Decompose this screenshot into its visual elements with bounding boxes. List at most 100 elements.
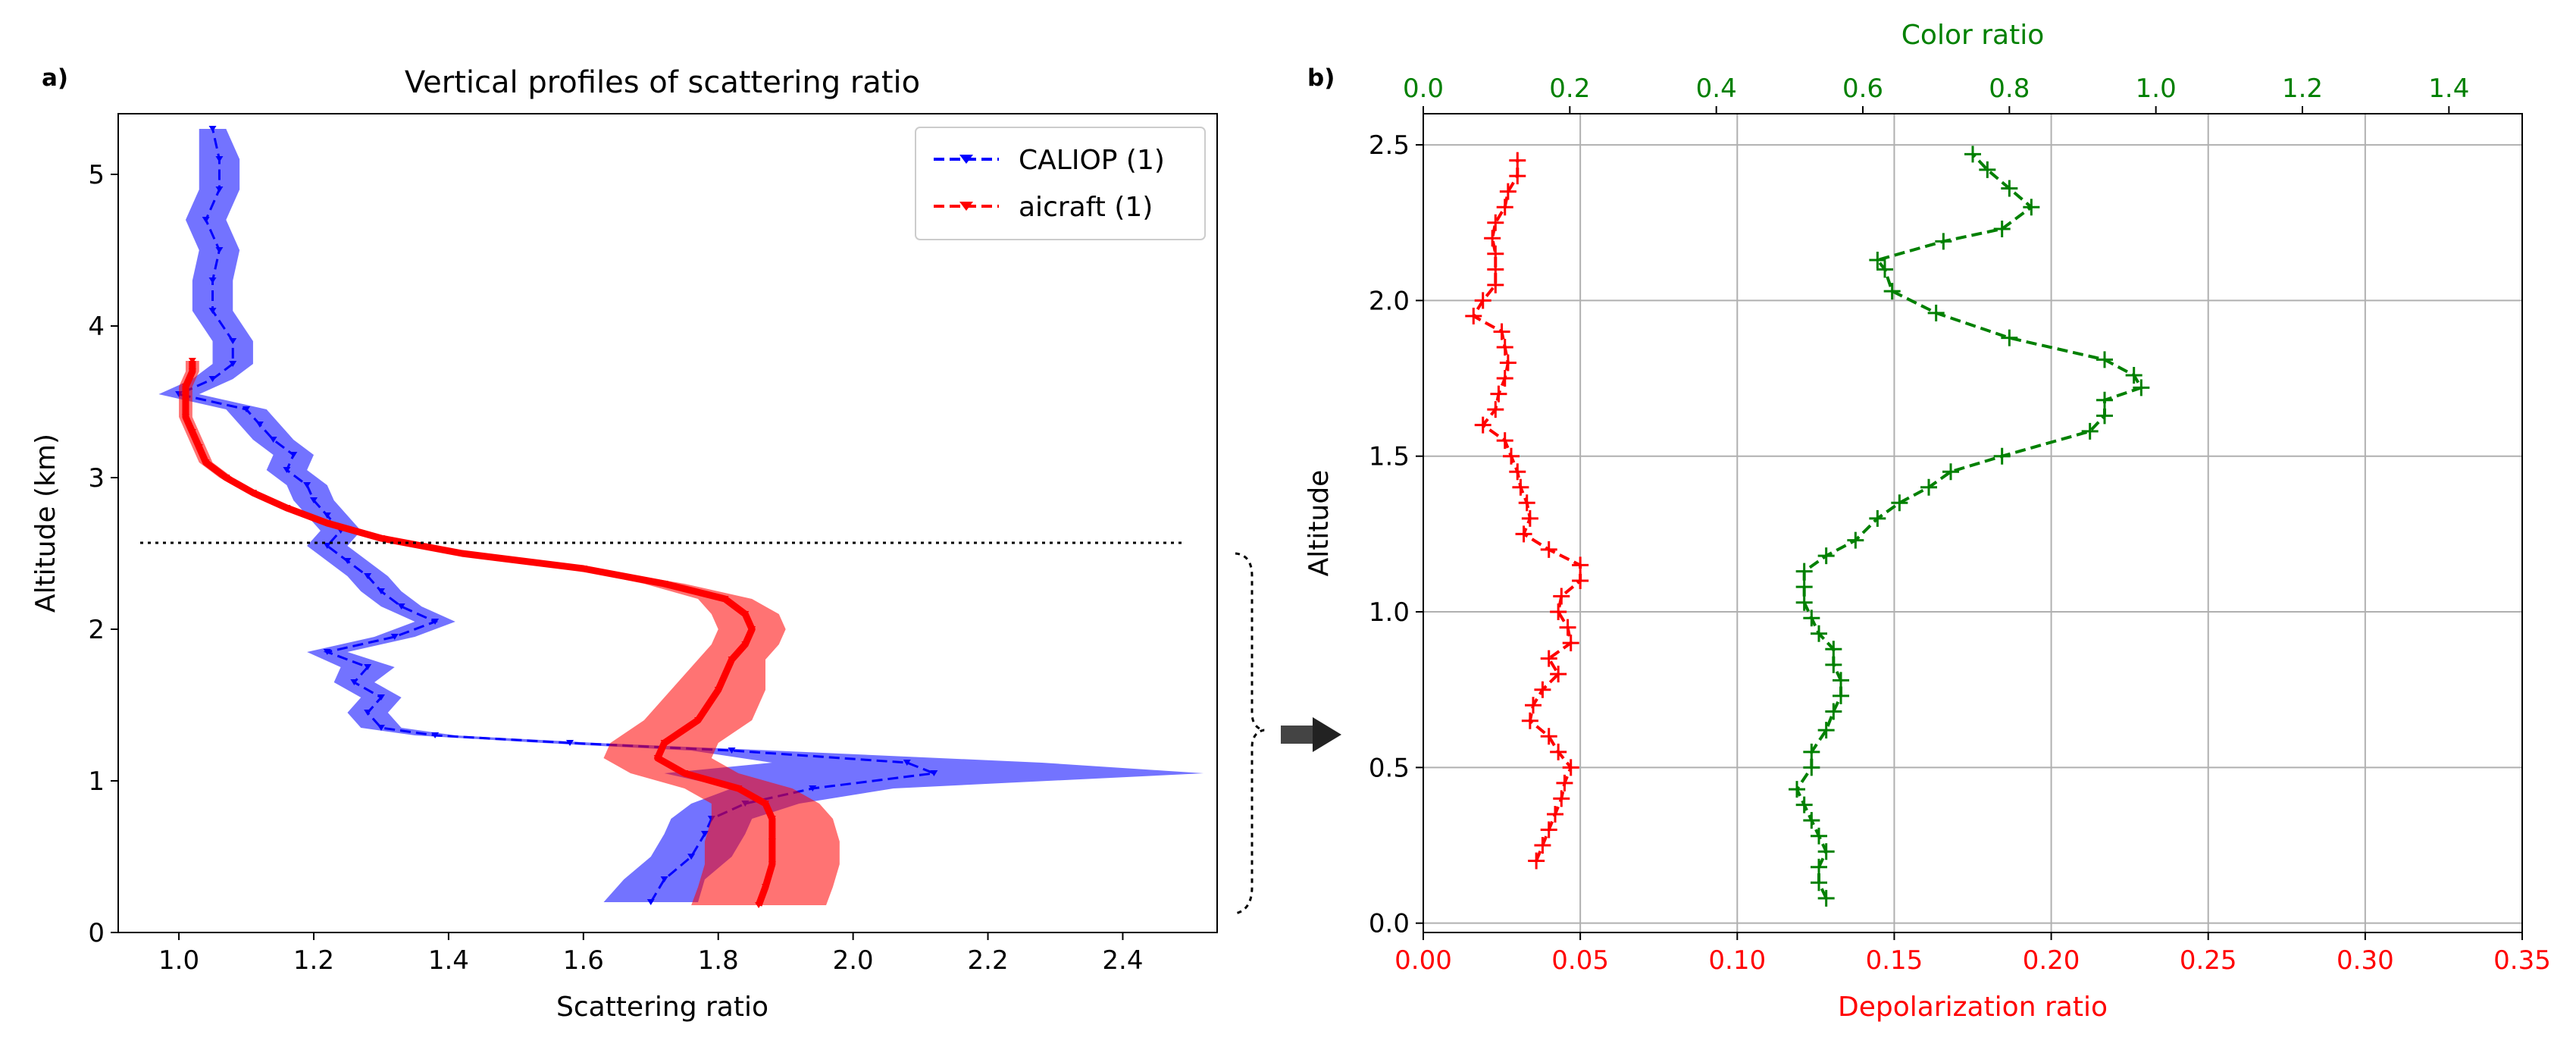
point-aircraft (653, 755, 662, 761)
line-aircraft (184, 361, 774, 906)
point-caliop (377, 694, 385, 701)
y-tick-label: 1.5 (1369, 442, 1410, 472)
point-caliop (309, 497, 318, 503)
point-caliop (431, 732, 440, 738)
point-caliop (229, 361, 237, 367)
y-tick-label: 5 (88, 160, 105, 190)
y-tick-label: 2.0 (1369, 286, 1410, 316)
point-color-ratio (1927, 304, 1945, 321)
point-caliop (229, 338, 237, 344)
point-color-ratio (2096, 351, 2113, 368)
point-color-ratio (1817, 547, 1835, 565)
point-color-ratio (1803, 812, 1820, 829)
point-aircraft (181, 399, 189, 405)
bottom-tick-label: 0.15 (1866, 945, 1923, 976)
point-color-ratio (1795, 578, 1813, 596)
point-depolarization (1572, 556, 1589, 574)
point-color-ratio (1789, 781, 1805, 798)
y-tick-label: 1 (88, 766, 105, 797)
point-depolarization (1550, 603, 1567, 621)
point-depolarization (1487, 276, 1504, 293)
point-caliop (397, 603, 405, 610)
point-depolarization (1474, 292, 1491, 309)
bottom-tick-label: 0.35 (2493, 945, 2551, 976)
point-depolarization (1534, 681, 1551, 698)
point-caliop (283, 467, 291, 473)
point-color-ratio (1993, 220, 2011, 237)
point-color-ratio (1817, 889, 1835, 907)
point-depolarization (1572, 572, 1589, 589)
y-tick-label: 1.0 (1369, 597, 1410, 628)
point-caliop (687, 854, 696, 860)
panel-a-x-axis-label: Scattering ratio (556, 992, 768, 1023)
point-color-ratio (2125, 366, 2142, 384)
point-aircraft (660, 740, 668, 746)
point-aircraft (323, 520, 331, 526)
point-aircraft (768, 838, 776, 845)
y-tick-label: 0 (88, 918, 105, 948)
point-color-ratio (1795, 563, 1813, 580)
point-aircraft (734, 785, 743, 791)
point-color-ratio (2096, 391, 2113, 409)
point-depolarization (1474, 416, 1491, 434)
point-color-ratio (1825, 641, 1842, 658)
panel-a: a) Vertical profiles of scattering ratio… (30, 64, 1218, 1023)
point-color-ratio (1891, 494, 1908, 512)
point-depolarization (1493, 323, 1510, 340)
top-tick-label: 0.2 (1549, 74, 1590, 104)
point-caliop (208, 126, 217, 132)
point-caliop (343, 558, 352, 564)
legend-marker-aircraft (959, 202, 973, 211)
point-caliop (243, 406, 251, 412)
point-caliop (431, 619, 440, 625)
point-depolarization (1496, 338, 1513, 356)
point-depolarization (1521, 509, 1538, 527)
top-tick-label: 1.4 (2428, 74, 2469, 104)
point-color-ratio (1811, 625, 1827, 642)
point-aircraft (222, 475, 230, 481)
point-depolarization (1521, 712, 1538, 729)
point-caliop (700, 831, 709, 837)
point-depolarization (1534, 837, 1551, 854)
point-depolarization (1484, 230, 1501, 247)
point-aircraft (761, 884, 769, 890)
point-aircraft (768, 861, 776, 867)
point-aircraft (458, 550, 466, 556)
point-color-ratio (2001, 329, 2018, 346)
x-tick-label: 1.6 (563, 945, 604, 976)
point-color-ratio (1817, 722, 1835, 739)
panel-a-label: a) (42, 64, 68, 92)
point-caliop (290, 452, 298, 458)
panel-b-y-axis-label: Altitude (1304, 470, 1335, 577)
point-aircraft (181, 414, 189, 420)
point-aircraft (377, 535, 385, 541)
y-tick-label: 2 (88, 615, 105, 645)
legend-box (915, 127, 1206, 240)
point-depolarization (1550, 666, 1567, 683)
point-caliop (390, 634, 399, 640)
panel-b-label: b) (1307, 64, 1335, 92)
point-color-ratio (1833, 672, 1849, 689)
point-color-ratio (1803, 610, 1820, 627)
point-depolarization (1503, 447, 1520, 465)
point-depolarization (1562, 759, 1579, 776)
legend-marker-caliop (959, 155, 973, 164)
point-color-ratio (1825, 656, 1842, 673)
point-caliop (215, 156, 224, 162)
x-tick-label: 1.4 (428, 945, 469, 976)
point-depolarization (1487, 401, 1504, 418)
point-caliop (903, 760, 911, 766)
point-depolarization (1515, 525, 1532, 543)
top-tick-label: 1.2 (2282, 74, 2323, 104)
brace (1235, 552, 1265, 915)
point-caliop (930, 770, 938, 776)
x-tick-label: 1.8 (698, 945, 739, 976)
x-tick-label: 2.4 (1102, 945, 1143, 976)
point-caliop (728, 748, 736, 754)
point-caliop (377, 725, 385, 731)
y-tick-label: 0.5 (1369, 753, 1410, 783)
panel-a-y-axis-label: Altitude (km) (30, 434, 61, 613)
point-caliop (208, 277, 217, 284)
